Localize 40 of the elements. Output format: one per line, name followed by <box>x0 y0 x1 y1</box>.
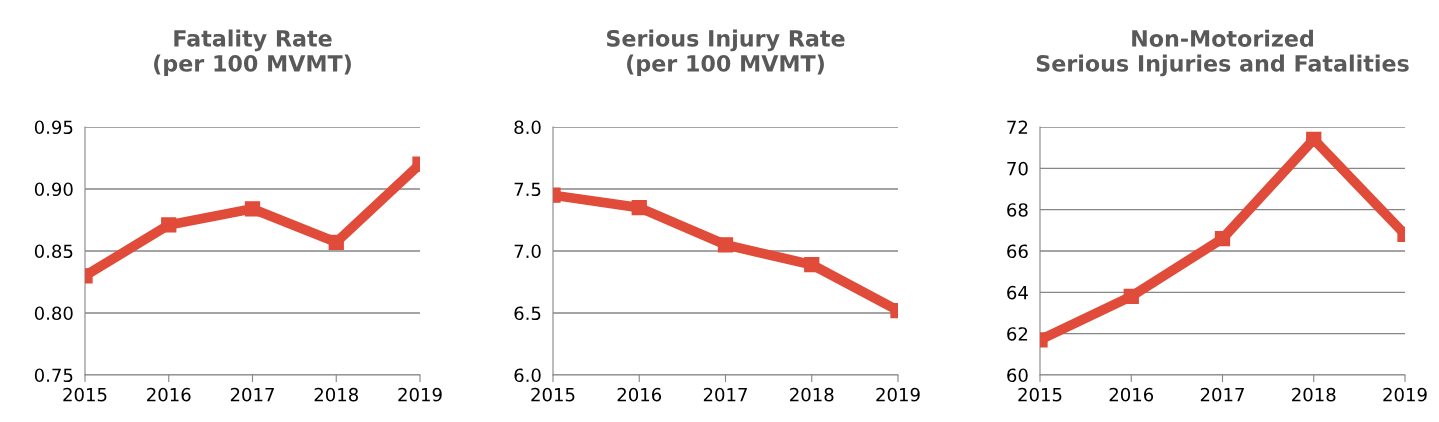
y-tick-label: 0.95 <box>34 120 73 135</box>
chart-title: Serious Injury Rate (per 100 MVMT) <box>606 29 845 77</box>
point <box>328 234 344 250</box>
x-tick-label: 2019 <box>1383 387 1427 402</box>
y-tick-label: 0.80 <box>34 306 73 321</box>
x-tick-label: 2017 <box>703 387 747 402</box>
y-tick-label: 6.5 <box>514 306 541 321</box>
y-tick-label: 0.85 <box>34 244 73 259</box>
point <box>717 237 734 253</box>
y-tick-label: 72 <box>1007 120 1028 134</box>
x-tick-label: 2016 <box>147 387 191 402</box>
chart-title: Fatality Rate (per 100 MVMT) <box>154 29 351 77</box>
x-tick-label: 2015 <box>1018 387 1062 402</box>
y-tick-label: 8.0 <box>514 120 541 135</box>
y-tick-label: 0.75 <box>34 368 73 383</box>
x-tick-label: 2018 <box>314 387 358 402</box>
y-tick-label: 0.90 <box>34 182 73 197</box>
chart-title: Non-Motorized Serious Injuries and Fatalities <box>1036 29 1409 77</box>
y-tick-label: 60 <box>1007 368 1028 383</box>
x-tick-label: 2019 <box>398 387 442 402</box>
y-tick-label: 70 <box>1007 161 1028 176</box>
x-tick-label: 2015 <box>63 387 107 402</box>
x-tick-label: 2018 <box>790 387 834 402</box>
point <box>161 217 177 233</box>
y-tick-label: 68 <box>1007 203 1028 217</box>
x-tick-label: 2018 <box>1292 387 1336 402</box>
x-tick-label: 2017 <box>230 387 274 402</box>
x-tick-label: 2016 <box>617 387 662 402</box>
x-tick-label: 2017 <box>1200 387 1244 402</box>
y-tick-label: 7.0 <box>514 244 541 259</box>
y-tick-label: 7.5 <box>514 182 541 197</box>
x-tick-label: 2016 <box>1109 387 1154 402</box>
point <box>244 201 261 217</box>
point <box>1214 230 1231 247</box>
y-tick-label: 62 <box>1007 327 1028 341</box>
y-tick-label: 6.0 <box>514 368 541 383</box>
x-tick-label: 2019 <box>876 387 920 402</box>
y-tick-label: 66 <box>1007 244 1028 259</box>
y-tick-label: 64 <box>1007 285 1028 300</box>
x-tick-label: 2015 <box>531 387 575 402</box>
